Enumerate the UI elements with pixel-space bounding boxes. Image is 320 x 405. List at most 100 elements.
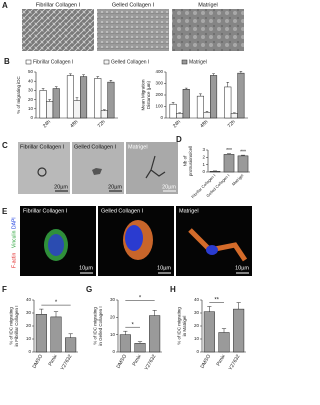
- scale-bar-label: 10µm: [235, 265, 249, 271]
- cell: [145, 155, 166, 179]
- y-tick-label: 0: [30, 115, 33, 120]
- significance: ***: [226, 148, 232, 154]
- panel-label: H: [170, 285, 176, 294]
- micrograph: [172, 9, 244, 51]
- panel-label: C: [2, 141, 8, 150]
- bar: [223, 154, 235, 173]
- significance: *: [131, 322, 134, 328]
- y-tick-label: 30: [28, 88, 34, 93]
- bar: [134, 343, 146, 353]
- bar: [224, 86, 232, 119]
- x-tick-label: 48h: [199, 119, 209, 129]
- micrograph: [22, 9, 94, 51]
- legend-label: Matrigel: [189, 60, 207, 66]
- y-tick-label: 3: [202, 147, 205, 152]
- y-tick-label: 40: [28, 78, 34, 83]
- image-label: Fibrillar Collagen I: [20, 144, 65, 150]
- y-tick-label: 40: [194, 297, 200, 302]
- x-tick-label: Y27632: [228, 353, 242, 371]
- legend-swatch: [103, 59, 110, 65]
- bar: [35, 314, 47, 353]
- x-tick-label: 24h: [42, 119, 52, 129]
- micrograph: [97, 9, 169, 51]
- y-tick-label: 0: [196, 349, 199, 354]
- y-tick-label: 0: [112, 349, 115, 354]
- bar: [176, 113, 184, 119]
- y-tick-label: 30: [110, 297, 116, 302]
- figure: A Fibrillar Collagen I Gelled Collagen I…: [2, 1, 252, 372]
- y-tick-label: 30: [26, 310, 32, 315]
- x-tick-label: DMSO: [200, 354, 213, 370]
- panel-label: G: [86, 285, 92, 294]
- image-label: Fibrillar Collagen I: [36, 2, 81, 8]
- cell: [125, 225, 143, 251]
- y-tick-label: 0: [202, 169, 205, 174]
- y-tick-label: 20: [28, 97, 34, 102]
- significance: **: [214, 298, 219, 304]
- y-tick-label: 10: [110, 332, 116, 337]
- bar: [218, 332, 230, 353]
- y-tick-label: 20: [194, 323, 200, 328]
- y-axis-label: in Gelled Collagen I: [98, 306, 103, 345]
- y-axis-label: % of iDC migrating: [177, 307, 182, 345]
- image-label: Gelled Collagen I: [74, 144, 117, 150]
- bar: [233, 308, 245, 353]
- bar: [119, 334, 131, 353]
- x-tick-label: DMSO: [32, 354, 45, 370]
- y-tick-label: 400: [155, 69, 163, 74]
- scale-bar-label: 20µm: [162, 184, 176, 190]
- y-axis-label: % of migrating iDC: [16, 75, 21, 113]
- scale-bar-label: 10µm: [79, 265, 93, 271]
- y-tick-label: 300: [155, 81, 163, 86]
- panel-label: A: [2, 1, 8, 10]
- bar: [182, 89, 190, 119]
- significance: *: [55, 300, 58, 306]
- x-tick-label: 48h: [69, 119, 79, 129]
- y-tick-label: 10: [26, 336, 32, 341]
- y-tick-label: 40: [26, 297, 32, 302]
- bar: [100, 110, 108, 119]
- scale-bar-label: 20µm: [54, 184, 68, 190]
- cell: [48, 234, 64, 256]
- y-axis-label: % of iDC migrating: [9, 307, 14, 345]
- y-axis-label: Distance (µm): [146, 80, 151, 109]
- image-label: Gelled Collagen I: [101, 208, 144, 214]
- image-label: Matrigel: [179, 208, 199, 214]
- legend-label: Gelled Collagen I: [111, 60, 149, 66]
- bar: [210, 75, 218, 119]
- x-tick-label: Pimix: [132, 353, 144, 367]
- bar: [203, 112, 211, 119]
- stain-label: F-actin: [11, 253, 17, 269]
- micrograph: [72, 142, 124, 194]
- scale-bar-label: 10µm: [157, 265, 171, 271]
- y-tick-label: 30: [194, 310, 200, 315]
- image-label: Matrigel: [198, 2, 218, 8]
- scale-bar-label: 20µm: [108, 184, 122, 190]
- y-axis-label: in Matrigel: [182, 316, 187, 337]
- bar: [94, 78, 102, 119]
- y-tick-label: 1: [202, 162, 205, 167]
- cell: [206, 245, 218, 255]
- bar: [46, 101, 54, 119]
- y-tick-label: 10: [194, 336, 200, 341]
- bar: [73, 100, 81, 119]
- x-tick-label: Y27632: [144, 353, 158, 371]
- cell: [92, 168, 102, 175]
- y-tick-label: 0: [160, 115, 163, 120]
- cell: [37, 167, 47, 177]
- bar: [80, 76, 88, 119]
- image-label: Matrigel: [128, 144, 148, 150]
- legend-swatch: [181, 59, 188, 65]
- stain-label: DAPI: [11, 217, 17, 229]
- significance: ***: [240, 149, 246, 155]
- x-tick-label: 72h: [227, 119, 237, 129]
- y-axis-label: protrusions/cell: [188, 146, 193, 176]
- image-label: Fibrillar Collagen I: [23, 208, 68, 214]
- x-tick-label: Matrigel: [231, 173, 245, 187]
- legend-label: Fibrillar Collagen I: [33, 60, 73, 66]
- bar: [230, 113, 238, 119]
- bar: [66, 75, 74, 119]
- bar: [107, 81, 115, 119]
- bar: [237, 72, 245, 119]
